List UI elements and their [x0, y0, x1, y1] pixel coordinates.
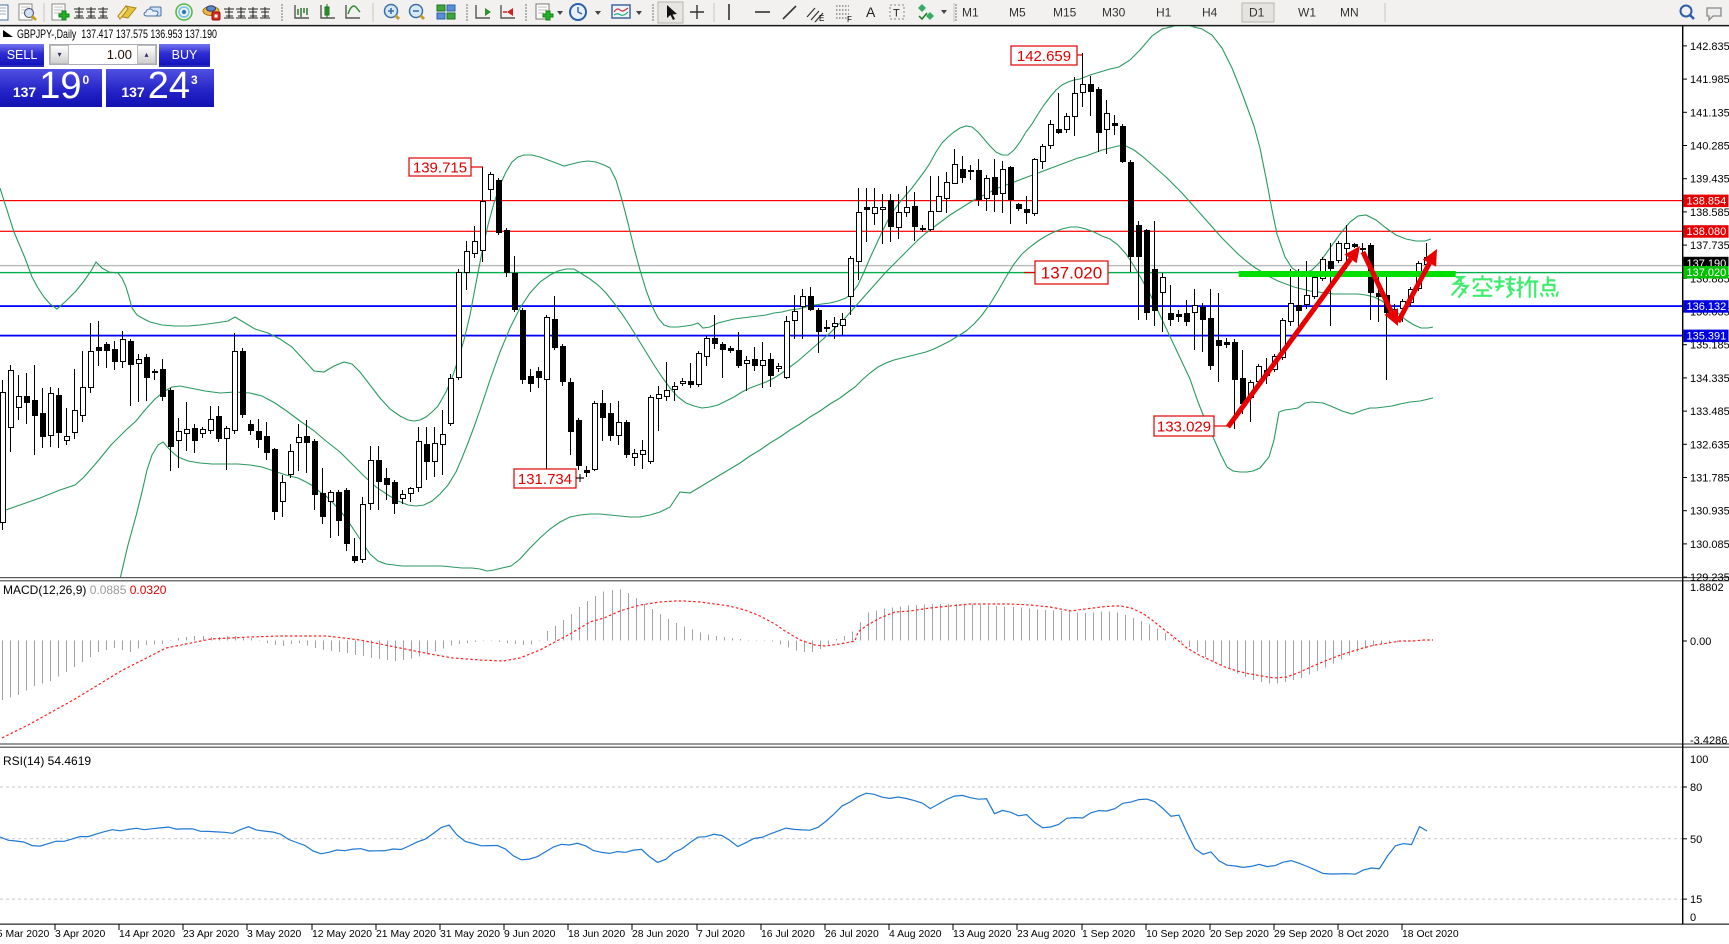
- svg-text:131.734: 131.734: [518, 471, 572, 488]
- svg-text:9 Jun 2020: 9 Jun 2020: [504, 929, 556, 940]
- svg-text:137.020: 137.020: [1687, 267, 1727, 279]
- svg-text:142.835: 142.835: [1690, 41, 1729, 53]
- svg-text:50: 50: [1690, 834, 1702, 846]
- svg-text:137.735: 137.735: [1690, 240, 1729, 252]
- svg-text:0: 0: [1690, 912, 1696, 924]
- svg-text:D1: D1: [1249, 6, 1265, 20]
- svg-text:14 Apr 2020: 14 Apr 2020: [119, 929, 175, 940]
- svg-text:F: F: [847, 15, 852, 24]
- svg-text:3 May 2020: 3 May 2020: [247, 929, 302, 940]
- svg-text:100: 100: [1690, 754, 1708, 766]
- svg-text:GBPJPY-,Daily 137.417 137.575: GBPJPY-,Daily 137.417 137.575 136.953 13…: [17, 27, 217, 41]
- svg-text:13 Aug 2020: 13 Aug 2020: [953, 929, 1012, 940]
- svg-text:1.8802: 1.8802: [1690, 582, 1724, 594]
- svg-text:134.335: 134.335: [1690, 373, 1729, 385]
- svg-text:0.00: 0.00: [1690, 636, 1711, 648]
- svg-text:18 Jun 2020: 18 Jun 2020: [568, 929, 625, 940]
- svg-text:4 Aug 2020: 4 Aug 2020: [889, 929, 942, 940]
- svg-text:132.635: 132.635: [1690, 439, 1729, 451]
- svg-text:20 Sep 2020: 20 Sep 2020: [1210, 929, 1269, 940]
- svg-text:23 Apr 2020: 23 Apr 2020: [183, 929, 239, 940]
- svg-text:133.485: 133.485: [1690, 406, 1729, 418]
- svg-text:10 Sep 2020: 10 Sep 2020: [1146, 929, 1205, 940]
- svg-text:23 Aug 2020: 23 Aug 2020: [1017, 929, 1076, 940]
- svg-text:130.935: 130.935: [1690, 506, 1729, 518]
- svg-text:-3.4286: -3.4286: [1690, 735, 1727, 747]
- svg-text:W1: W1: [1298, 6, 1316, 20]
- svg-text:MN: MN: [1340, 6, 1359, 20]
- svg-text:135.185: 135.185: [1690, 340, 1729, 352]
- svg-text:T: T: [893, 8, 900, 20]
- svg-text:M30: M30: [1102, 6, 1126, 20]
- svg-text:28 Jun 2020: 28 Jun 2020: [632, 929, 689, 940]
- svg-text:135.391: 135.391: [1687, 331, 1727, 343]
- svg-text:H4: H4: [1202, 6, 1218, 20]
- svg-text:RSI(14) 54.4619: RSI(14) 54.4619: [3, 754, 91, 768]
- svg-text:141.985: 141.985: [1690, 74, 1729, 86]
- svg-text:18 Oct 2020: 18 Oct 2020: [1402, 929, 1459, 940]
- svg-text:80: 80: [1690, 782, 1702, 794]
- svg-text:130.085: 130.085: [1690, 539, 1729, 551]
- svg-text:25 Mar 2020: 25 Mar 2020: [0, 929, 50, 940]
- svg-text:12 May 2020: 12 May 2020: [312, 929, 372, 940]
- svg-text:136.132: 136.132: [1687, 301, 1727, 313]
- svg-text:138.854: 138.854: [1687, 196, 1727, 208]
- svg-text:133.029: 133.029: [1157, 418, 1211, 435]
- svg-text:1 Sep 2020: 1 Sep 2020: [1082, 929, 1135, 940]
- svg-text:7 Jul 2020: 7 Jul 2020: [697, 929, 745, 940]
- svg-text:26 Jul 2020: 26 Jul 2020: [825, 929, 879, 940]
- svg-text:141.135: 141.135: [1690, 107, 1729, 119]
- svg-text:8 Oct 2020: 8 Oct 2020: [1338, 929, 1389, 940]
- svg-text:140.285: 140.285: [1690, 141, 1729, 153]
- svg-text:M5: M5: [1009, 6, 1026, 20]
- svg-text:131.785: 131.785: [1690, 473, 1729, 485]
- svg-text:MACD(12,26,9) 0.0885 0.0320: MACD(12,26,9) 0.0885 0.0320: [3, 583, 167, 597]
- svg-text:3 Apr 2020: 3 Apr 2020: [55, 929, 105, 940]
- svg-text:H1: H1: [1156, 6, 1172, 20]
- svg-text:15: 15: [1690, 894, 1702, 906]
- svg-text:138.080: 138.080: [1687, 226, 1727, 238]
- svg-text:139.435: 139.435: [1690, 174, 1729, 186]
- svg-text:142.659: 142.659: [1017, 48, 1071, 65]
- svg-text:129.235: 129.235: [1690, 572, 1729, 584]
- svg-text:21 May 2020: 21 May 2020: [376, 929, 436, 940]
- svg-text:137.020: 137.020: [1041, 264, 1102, 283]
- svg-text:A: A: [866, 4, 876, 20]
- svg-text:31 May 2020: 31 May 2020: [440, 929, 500, 940]
- svg-text:29 Sep 2020: 29 Sep 2020: [1274, 929, 1333, 940]
- svg-text:138.585: 138.585: [1690, 207, 1729, 219]
- svg-text:E: E: [819, 14, 824, 23]
- svg-text:M15: M15: [1053, 6, 1077, 20]
- svg-text:139.715: 139.715: [413, 159, 467, 176]
- svg-text:M1: M1: [962, 6, 979, 20]
- svg-text:16 Jul 2020: 16 Jul 2020: [761, 929, 815, 940]
